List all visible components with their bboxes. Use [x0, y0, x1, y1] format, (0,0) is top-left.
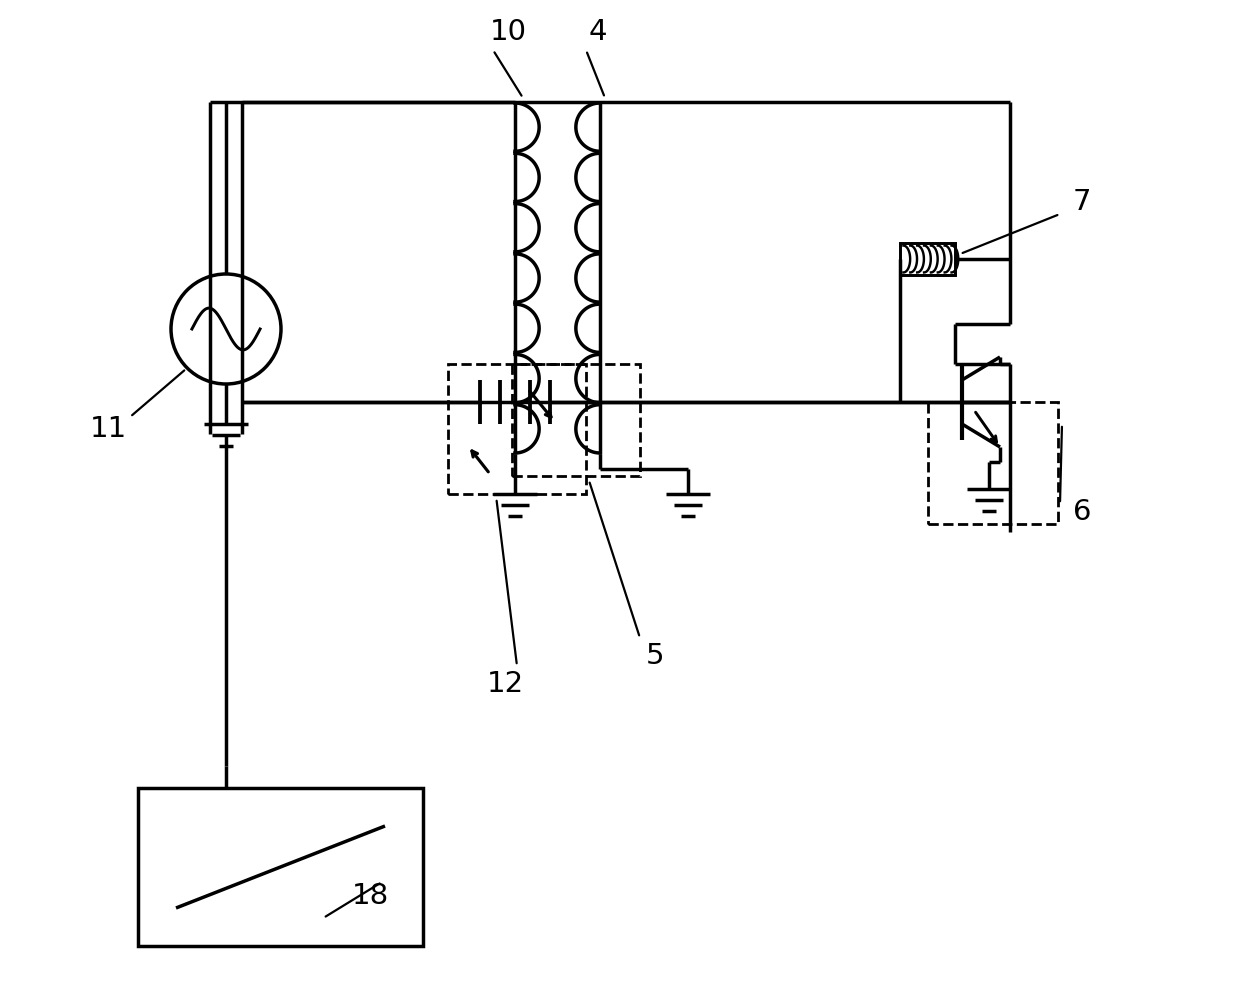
Bar — [138, 788, 423, 946]
Bar — [900, 243, 955, 275]
Text: 7: 7 — [1073, 188, 1091, 216]
Bar — [928, 402, 1058, 524]
Text: 10: 10 — [490, 18, 527, 46]
Bar — [448, 364, 587, 494]
Bar — [512, 364, 640, 476]
Text: 4: 4 — [589, 18, 608, 46]
Text: 11: 11 — [89, 415, 126, 443]
Text: 6: 6 — [1073, 498, 1091, 526]
Text: 18: 18 — [351, 882, 388, 910]
Text: 12: 12 — [486, 670, 523, 698]
Text: 5: 5 — [646, 642, 665, 670]
